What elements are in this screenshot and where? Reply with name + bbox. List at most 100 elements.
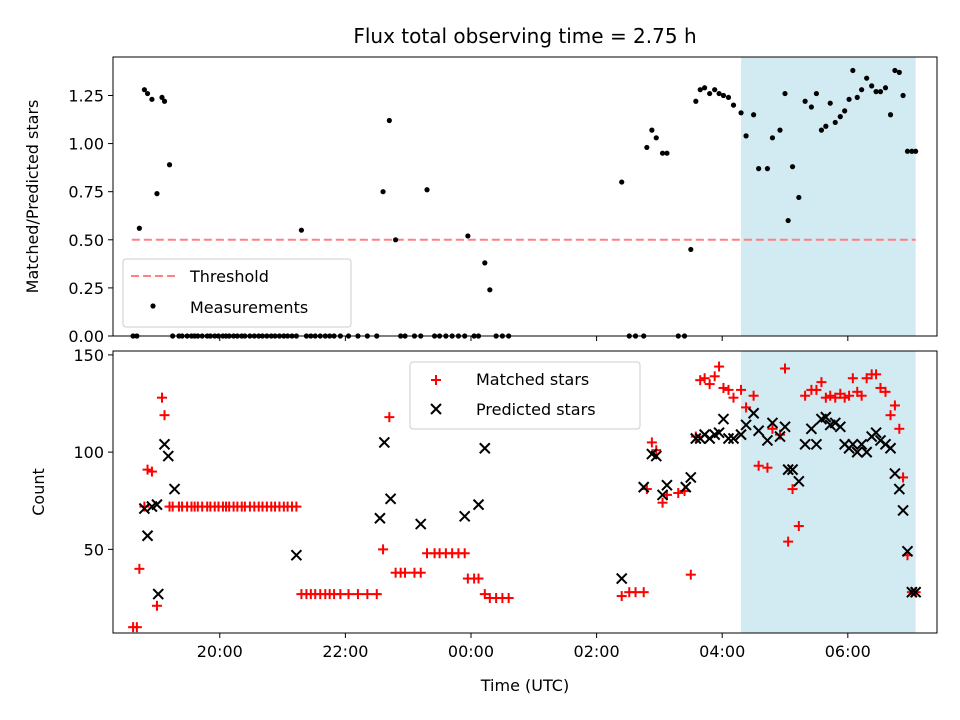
measurement-point xyxy=(900,92,906,99)
measurement-point xyxy=(813,90,820,97)
measurement-point xyxy=(144,90,151,97)
measurement-point xyxy=(649,127,655,133)
measurement-point xyxy=(873,89,879,95)
matched-star-marker xyxy=(709,371,720,382)
matched-star-marker xyxy=(728,392,739,403)
predicted-star-marker xyxy=(782,463,794,476)
matched-star-marker xyxy=(131,622,142,633)
predicted-marker-stroke xyxy=(158,438,171,451)
ratio-panel: 0.00 0.25 0.50 0.75 1.00 1.25 Matched/Predict… xyxy=(23,56,938,346)
measurement-point xyxy=(424,187,430,193)
predicted-star-marker xyxy=(761,434,774,447)
measurement-point xyxy=(738,110,744,116)
count-y-tick-label: 100 xyxy=(73,443,104,462)
legend-matched-swatch xyxy=(431,375,441,385)
predicted-marker-stroke xyxy=(151,498,163,511)
count-y-tick-label: 50 xyxy=(84,540,104,559)
measurement-point xyxy=(913,148,919,154)
predicted-marker-stroke xyxy=(747,407,760,419)
matched-star-marker xyxy=(736,384,747,395)
measurement-point xyxy=(842,108,848,114)
predicted-star-marker xyxy=(158,438,171,451)
predicted-star-points xyxy=(138,407,922,600)
measurement-point xyxy=(159,94,165,101)
predicted-star-marker xyxy=(722,432,735,445)
measurement-point xyxy=(785,217,791,224)
measurement-point xyxy=(482,260,488,266)
predicted-marker-stroke xyxy=(374,512,386,524)
matched-star-marker xyxy=(723,384,734,395)
matched-star-marker xyxy=(839,392,850,403)
count-x-tick-label: 00:00 xyxy=(448,642,494,661)
predicted-marker-stroke xyxy=(472,498,485,511)
measurement-point xyxy=(166,162,173,168)
measurement-point xyxy=(882,85,889,91)
matched-star-marker xyxy=(830,392,841,403)
measurement-point xyxy=(743,133,749,139)
predicted-marker-stroke xyxy=(740,419,752,431)
predicted-star-marker xyxy=(378,436,391,449)
matched-star-marker xyxy=(783,536,794,547)
matched-star-marker xyxy=(780,363,791,374)
measurement-point xyxy=(702,85,708,91)
predicted-marker-stroke xyxy=(680,481,692,493)
predicted-marker-stroke xyxy=(820,411,832,423)
measurement-point xyxy=(298,227,305,233)
measurement-point xyxy=(846,96,852,102)
measurement-point xyxy=(887,112,894,118)
matched-star-marker xyxy=(151,600,162,611)
legend-threshold-label: Threshold xyxy=(189,267,269,286)
matched-star-marker xyxy=(875,382,886,393)
matched-star-marker xyxy=(825,390,836,401)
measurement-point xyxy=(854,94,860,101)
matched-star-marker xyxy=(787,484,798,495)
predicted-star-marker xyxy=(141,530,154,542)
matched-star-marker xyxy=(856,390,867,401)
predicted-marker-stroke xyxy=(646,448,658,460)
predicted-marker-stroke xyxy=(893,483,906,495)
shaded-region xyxy=(741,351,916,633)
matched-star-marker xyxy=(847,373,858,384)
matched-star-marker xyxy=(894,423,905,434)
predicted-marker-stroke xyxy=(138,502,151,515)
count-x-tick-label: 20:00 xyxy=(197,642,243,661)
predicted-star-marker xyxy=(290,549,303,561)
predicted-marker-stroke xyxy=(906,586,918,598)
matched-star-marker xyxy=(741,402,752,413)
matched-star-marker xyxy=(646,437,657,448)
ratio-y-tick-label: 1.25 xyxy=(68,86,104,105)
matched-star-marker xyxy=(159,410,170,421)
measurement-point xyxy=(693,98,699,104)
measurement-point xyxy=(909,148,915,154)
measurement-point xyxy=(697,87,703,93)
predicted-star-marker xyxy=(901,545,914,558)
matched-star-marker xyxy=(352,589,363,600)
predicted-marker-stroke xyxy=(616,572,628,585)
matched-star-marker xyxy=(685,569,696,580)
count-x-tick-label: 06:00 xyxy=(825,642,871,661)
predicted-marker-stroke xyxy=(793,475,805,488)
predicted-star-marker xyxy=(752,425,765,437)
predicted-star-marker xyxy=(459,510,471,523)
predicted-star-marker xyxy=(151,498,163,511)
measurement-point xyxy=(823,123,829,129)
measurement-point xyxy=(769,135,776,141)
measurement-point xyxy=(864,75,870,81)
matched-star-marker xyxy=(384,412,395,423)
matched-star-marker xyxy=(503,592,514,603)
measurement-point xyxy=(619,179,625,185)
measurement-point xyxy=(877,89,884,95)
matched-star-marker xyxy=(704,379,715,390)
count-x-tick-label: 04:00 xyxy=(699,642,745,661)
predicted-marker-stroke xyxy=(805,423,818,435)
matched-star-marker xyxy=(673,487,684,498)
predicted-marker-stroke xyxy=(851,446,863,458)
measurement-point xyxy=(725,94,732,101)
matched-star-marker xyxy=(762,462,773,473)
measurement-point xyxy=(827,100,833,106)
matched-star-marker xyxy=(718,382,729,393)
predicted-marker-stroke xyxy=(685,471,697,484)
matched-star-marker xyxy=(767,423,778,434)
count-y-ticks: 50 100 150 xyxy=(73,346,113,559)
